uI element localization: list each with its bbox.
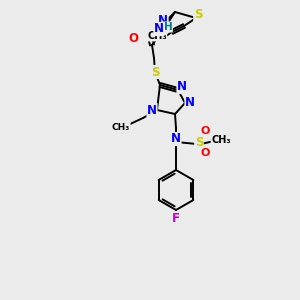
Text: O: O bbox=[128, 32, 138, 46]
Text: H: H bbox=[164, 22, 172, 32]
Text: O: O bbox=[200, 148, 210, 158]
Text: N: N bbox=[154, 22, 164, 35]
Text: CH₃: CH₃ bbox=[211, 135, 231, 145]
Text: S: S bbox=[151, 65, 159, 79]
Text: S: S bbox=[194, 8, 202, 22]
Text: N: N bbox=[185, 97, 195, 110]
Text: F: F bbox=[172, 212, 180, 224]
Text: N: N bbox=[147, 103, 157, 116]
Text: N: N bbox=[158, 14, 168, 26]
Text: CH₃: CH₃ bbox=[112, 122, 130, 131]
Text: O: O bbox=[200, 126, 210, 136]
Text: S: S bbox=[195, 136, 203, 148]
Text: N: N bbox=[171, 133, 181, 146]
Text: N: N bbox=[177, 80, 187, 94]
Text: CH₃: CH₃ bbox=[147, 31, 167, 41]
